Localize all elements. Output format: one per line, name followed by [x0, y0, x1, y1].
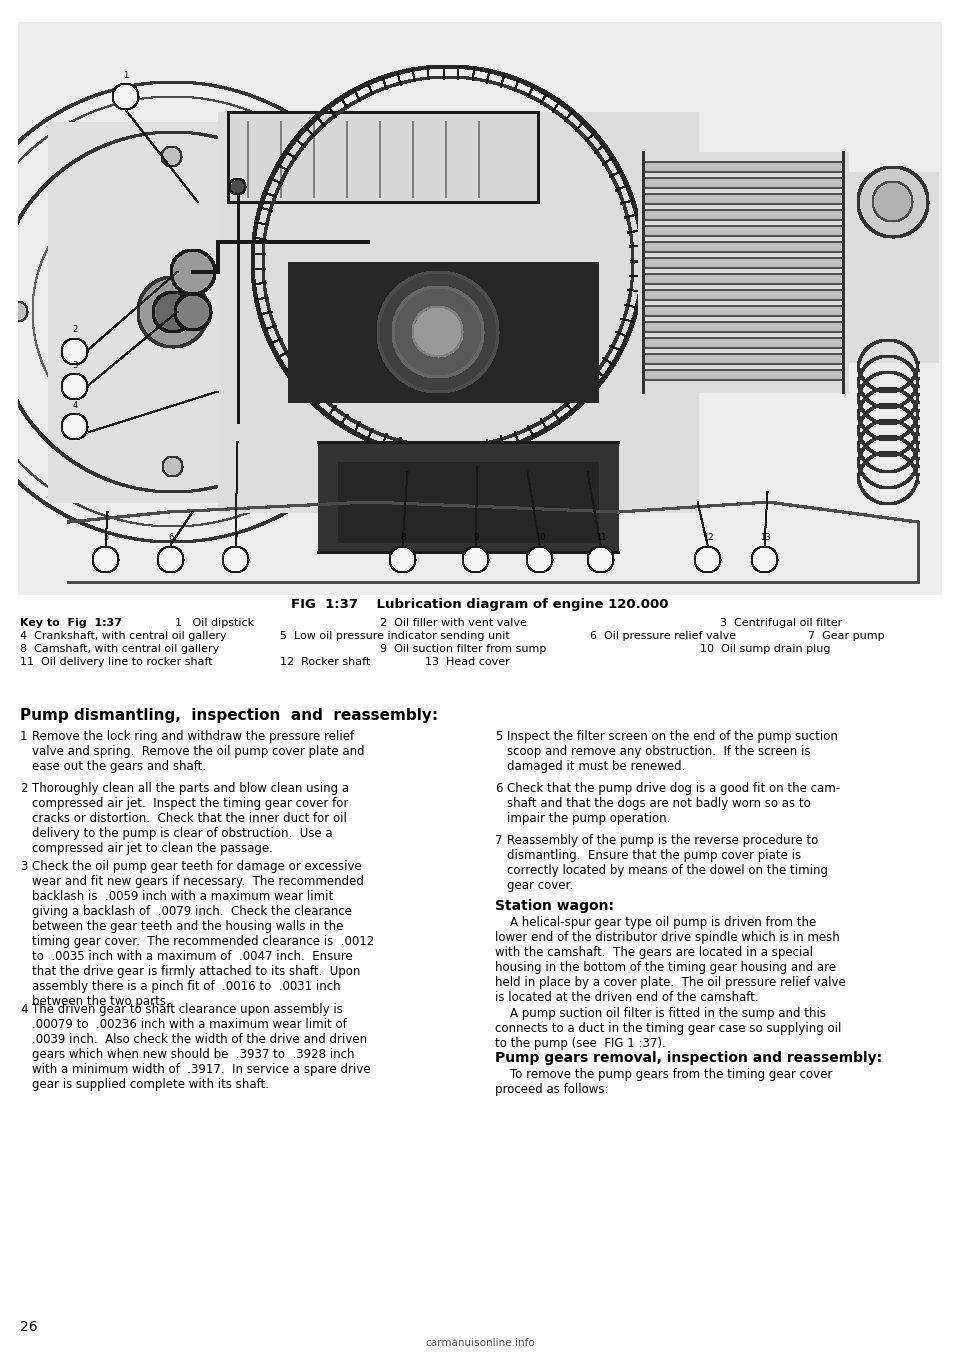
- Text: Remove the lock ring and withdraw the pressure relief
valve and spring.  Remove : Remove the lock ring and withdraw the pr…: [32, 731, 365, 773]
- Text: 8: 8: [400, 534, 406, 542]
- Text: 7: 7: [495, 834, 502, 847]
- Text: 13: 13: [759, 534, 770, 542]
- Text: 6: 6: [495, 782, 502, 794]
- Text: 3  Centrifugal oil filter: 3 Centrifugal oil filter: [720, 618, 842, 627]
- Text: 11  Oil delivery line to rocker shaft: 11 Oil delivery line to rocker shaft: [20, 657, 212, 667]
- Text: 4  Crankshaft, with central oil gallery: 4 Crankshaft, with central oil gallery: [20, 631, 227, 641]
- Text: 7: 7: [233, 534, 239, 542]
- Text: Pump dismantling,  inspection  and  reassembly:: Pump dismantling, inspection and reassem…: [20, 708, 438, 722]
- Text: 9  Oil suction filter from sump: 9 Oil suction filter from sump: [380, 644, 546, 655]
- Text: 3: 3: [72, 360, 78, 369]
- Text: 2: 2: [20, 782, 28, 794]
- Text: 10  Oil sump drain plug: 10 Oil sump drain plug: [700, 644, 830, 655]
- Text: 26: 26: [20, 1320, 37, 1334]
- Text: 10: 10: [535, 534, 545, 542]
- Text: 4: 4: [20, 1004, 28, 1016]
- Text: 1: 1: [20, 731, 28, 743]
- Text: To remove the pump gears from the timing gear cover
proceed as follows:: To remove the pump gears from the timing…: [495, 1067, 832, 1096]
- Text: Pump gears removal, inspection and reassembly:: Pump gears removal, inspection and reass…: [495, 1051, 882, 1065]
- Text: 12: 12: [703, 534, 713, 542]
- Text: Inspect the filter screen on the end of the pump suction
scoop and remove any ob: Inspect the filter screen on the end of …: [507, 731, 838, 773]
- Text: Reassembly of the pump is the reverse procedure to
dismantling.  Ensure that the: Reassembly of the pump is the reverse pr…: [507, 834, 828, 892]
- Text: 5: 5: [495, 731, 502, 743]
- Text: A pump suction oil filter is fitted in the sump and this
connects to a duct in t: A pump suction oil filter is fitted in t…: [495, 1008, 841, 1050]
- Text: Thoroughly clean all the parts and blow clean using a
compressed air jet.  Inspe: Thoroughly clean all the parts and blow …: [32, 782, 349, 856]
- Text: 8  Camshaft, with central oil gallery: 8 Camshaft, with central oil gallery: [20, 644, 219, 655]
- Text: Station wagon:: Station wagon:: [495, 899, 614, 913]
- Text: 11: 11: [596, 534, 607, 542]
- Text: FIG  1:37    Lubrication diagram of engine 120.000: FIG 1:37 Lubrication diagram of engine 1…: [291, 598, 669, 611]
- Text: 12  Rocker shaft: 12 Rocker shaft: [280, 657, 371, 667]
- Text: 1: 1: [124, 71, 129, 80]
- Text: Check that the pump drive dog is a good fit on the cam-
shaft and that the dogs : Check that the pump drive dog is a good …: [507, 782, 840, 826]
- Text: 7  Gear pump: 7 Gear pump: [808, 631, 884, 641]
- Text: 6  Oil pressure relief valve: 6 Oil pressure relief valve: [590, 631, 736, 641]
- Text: 2  Oil filler with vent valve: 2 Oil filler with vent valve: [380, 618, 527, 627]
- Text: carmanuisonline.info: carmanuisonline.info: [425, 1338, 535, 1348]
- Text: The driven gear to shaft clearance upon assembly is
.00079 to  .00236 inch with : The driven gear to shaft clearance upon …: [32, 1004, 371, 1090]
- Text: 9: 9: [473, 534, 479, 542]
- Text: 1   Oil dipstick: 1 Oil dipstick: [175, 618, 254, 627]
- Text: 3: 3: [20, 860, 28, 873]
- Text: 2: 2: [72, 326, 78, 334]
- Text: Check the oil pump gear teeth for damage or excessive
wear and fit new gears if : Check the oil pump gear teeth for damage…: [32, 860, 374, 1008]
- Text: 4: 4: [72, 401, 78, 410]
- Text: 5: 5: [104, 534, 108, 542]
- Text: 6: 6: [168, 534, 174, 542]
- Text: 5  Low oil pressure indicator sending unit: 5 Low oil pressure indicator sending uni…: [280, 631, 510, 641]
- Text: A helical-spur gear type oil pump is driven from the
lower end of the distributo: A helical-spur gear type oil pump is dri…: [495, 917, 846, 1004]
- Text: 13  Head cover: 13 Head cover: [425, 657, 510, 667]
- Text: Key to  Fig  1:37: Key to Fig 1:37: [20, 618, 122, 627]
